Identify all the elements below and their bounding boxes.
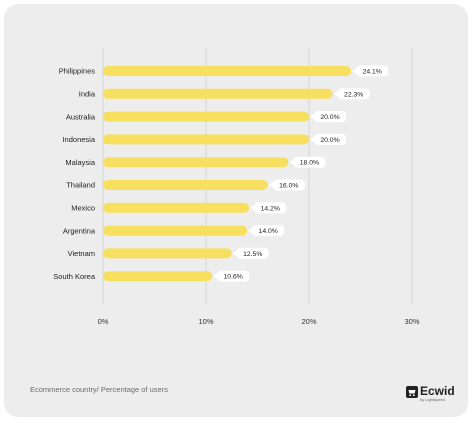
data-label-box	[252, 225, 285, 237]
category-label: Malaysia	[65, 158, 95, 167]
x-tick-label: 20%	[301, 317, 316, 326]
bar	[103, 271, 213, 282]
data-label-box	[272, 179, 305, 191]
bar	[103, 248, 232, 259]
data-label-pointer	[268, 182, 274, 188]
x-tick-label: 10%	[198, 317, 213, 326]
data-label: 12.5%	[243, 251, 262, 258]
bar	[103, 157, 289, 168]
data-label-box	[314, 111, 346, 123]
x-tick-label: 0%	[98, 317, 109, 326]
category-label: Thailand	[66, 181, 95, 190]
data-label: 20.0%	[320, 137, 339, 144]
data-label-pointer	[232, 250, 238, 257]
data-label-box	[314, 133, 346, 145]
data-label: 24.1%	[363, 69, 382, 76]
data-label-pointer	[310, 113, 315, 120]
data-label-box	[217, 270, 250, 282]
data-label-box	[254, 202, 287, 214]
category-label: Mexico	[71, 204, 95, 213]
data-label-pointer	[250, 204, 255, 211]
chart-caption: Ecommerce country/ Percentage of users	[30, 385, 168, 394]
category-label: South Korea	[53, 272, 96, 281]
cart-icon	[406, 386, 418, 398]
data-label-pointer	[352, 68, 357, 74]
data-label: 14.2%	[261, 205, 280, 212]
brand-name: Ecwid	[420, 384, 455, 398]
bar	[103, 134, 309, 145]
category-label: India	[79, 90, 96, 99]
bar	[103, 180, 268, 190]
bar	[103, 111, 309, 122]
data-label: 20.0%	[320, 114, 339, 121]
data-label-box	[293, 156, 326, 168]
ecwid-logo: Ecwid by Lightspeed	[406, 384, 462, 407]
category-label: Australia	[66, 112, 96, 121]
data-label: 22.3%	[344, 91, 363, 98]
bar	[103, 66, 352, 76]
bar	[103, 225, 248, 236]
bar	[103, 202, 250, 213]
data-label-box	[337, 88, 370, 100]
x-tick-label: 30%	[404, 317, 419, 326]
category-label: Argentina	[63, 226, 96, 235]
data-label-pointer	[333, 90, 339, 97]
data-label-pointer	[213, 273, 218, 280]
data-label-box	[236, 247, 269, 259]
brand-tagline: by Lightspeed	[420, 397, 445, 402]
category-label: Vietnam	[68, 249, 95, 258]
data-label-pointer	[289, 159, 294, 166]
data-label: 10.6%	[224, 274, 243, 281]
data-label-pointer	[248, 227, 253, 234]
data-label: 16.0%	[279, 183, 298, 190]
data-label: 18.0%	[300, 160, 319, 167]
bar	[103, 88, 333, 99]
data-label-box	[356, 65, 389, 77]
data-label-pointer	[310, 136, 315, 143]
category-label: Philippines	[59, 67, 96, 76]
data-label: 14.0%	[259, 228, 278, 235]
category-label: Indonesia	[62, 135, 95, 144]
